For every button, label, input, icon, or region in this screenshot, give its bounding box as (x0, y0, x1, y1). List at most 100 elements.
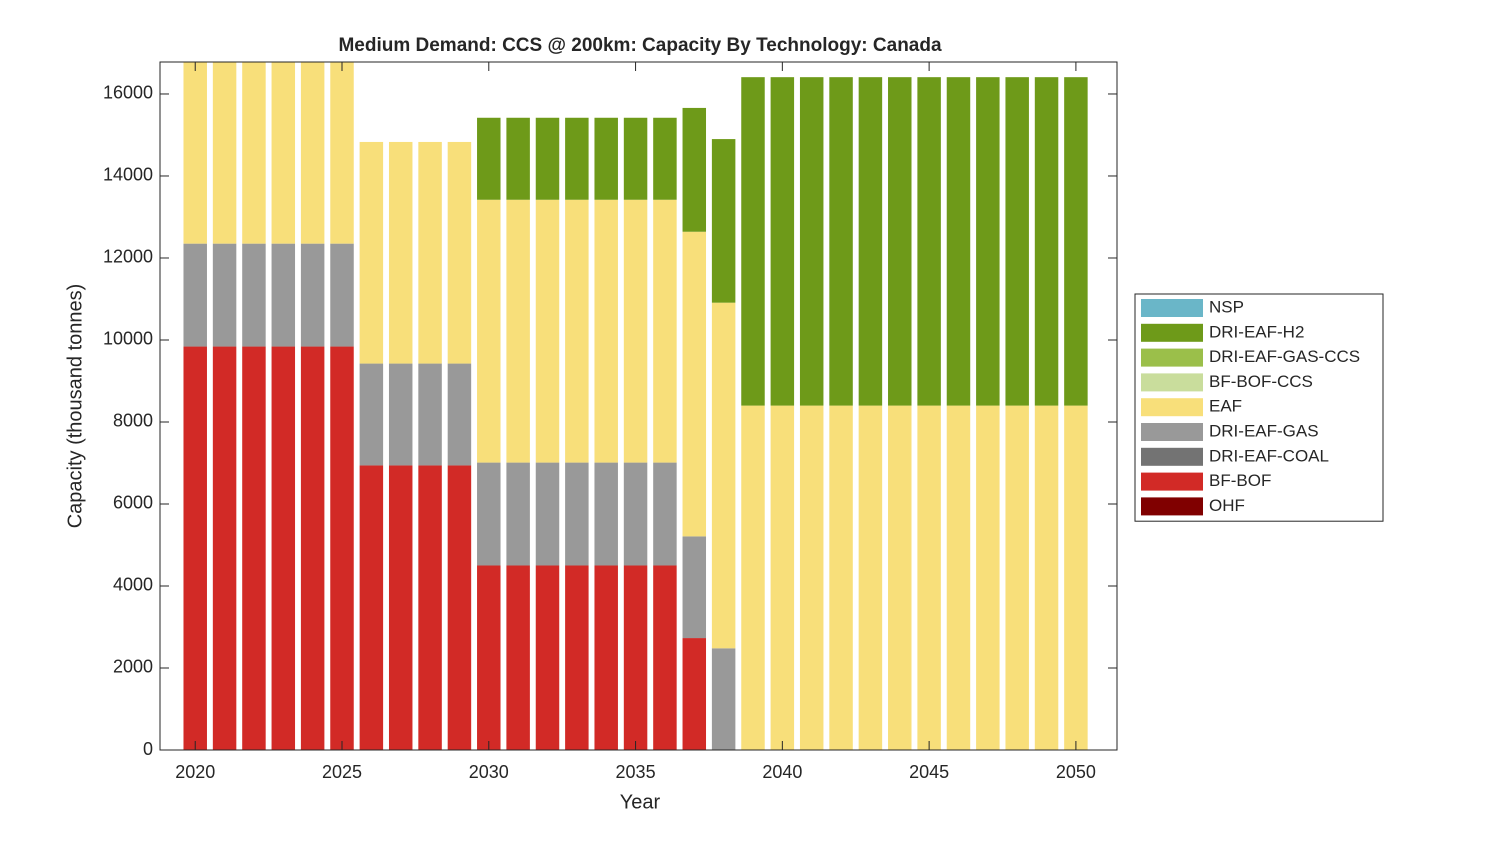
y-tick-label: 12000 (103, 247, 153, 267)
bar-segment (594, 199, 618, 463)
bar-segment (888, 77, 912, 406)
bar-segment (477, 199, 501, 463)
bar-segment (535, 199, 560, 463)
legend-swatch (1141, 423, 1203, 441)
legend-label: OHF (1209, 496, 1245, 515)
bar-segment (858, 405, 883, 750)
bar-segment (741, 405, 765, 750)
bar-segment (565, 117, 589, 200)
bar-segment (506, 117, 530, 200)
bar-segment (271, 62, 296, 244)
bar-segment (418, 465, 442, 750)
bar-segment (388, 363, 413, 466)
bar-segment (799, 405, 824, 750)
bar-segment (623, 565, 648, 750)
bar-segment (183, 346, 207, 750)
bar-segment (1005, 77, 1029, 406)
legend-swatch (1141, 299, 1203, 317)
x-axis-label: Year (620, 791, 661, 813)
bar-segment (1064, 405, 1088, 750)
bar-segment (682, 231, 707, 537)
bar-segment (653, 199, 677, 463)
y-tick-label: 0 (143, 739, 153, 759)
legend-swatch (1141, 348, 1203, 367)
legend-label: DRI-EAF-H2 (1209, 322, 1304, 341)
legend-swatch (1141, 447, 1203, 466)
bar-segment (623, 199, 648, 463)
bar-segment (770, 77, 795, 406)
y-tick-label: 6000 (113, 493, 153, 513)
bar-segment (506, 199, 530, 463)
bar-segment (829, 77, 853, 406)
bar-segment (594, 117, 618, 200)
bar-segment (477, 462, 501, 566)
bar-segment (418, 363, 442, 466)
legend-label: EAF (1209, 397, 1242, 416)
legend-label: BF-BOF-CCS (1209, 372, 1313, 391)
bar-segment (565, 565, 589, 750)
bar-segment (565, 462, 589, 566)
legend-label: BF-BOF (1209, 471, 1271, 490)
bar-segment (447, 363, 472, 466)
bar-segment (388, 465, 413, 750)
bar-segment (1034, 77, 1059, 406)
bar-segment (976, 405, 1000, 750)
bar-segment (535, 462, 560, 566)
x-tick-label: 2035 (616, 762, 656, 782)
legend: NSP DRI-EAF-H2 DRI-EAF-GAS-CCS BF-BOF-CCS EA… (1134, 293, 1384, 522)
legend-label: DRI-EAF-GAS (1209, 421, 1319, 440)
bar-segment (535, 565, 560, 750)
bar-segment (565, 199, 589, 463)
bar-segment (300, 346, 325, 750)
bar-segment (682, 638, 707, 750)
bar-segment (946, 77, 971, 406)
x-tick-label: 2050 (1056, 762, 1096, 782)
legend-swatch (1141, 497, 1203, 516)
bar-segment (653, 462, 677, 566)
bar-segment (653, 117, 677, 200)
legend-label: DRI-EAF-COAL (1209, 446, 1329, 465)
legend-swatch (1141, 323, 1203, 342)
bar-segment (271, 346, 296, 750)
x-tick-label: 2045 (909, 762, 949, 782)
bars (183, 62, 1088, 750)
bar-segment (594, 462, 618, 566)
bar-segment (799, 77, 824, 406)
y-tick-label: 4000 (113, 575, 153, 595)
bar-segment (477, 565, 501, 750)
x-tick-label: 2040 (762, 762, 802, 782)
axes: 0 2000 4000 6000 8000 10000 12000 14000 16000 202… (103, 61, 1118, 782)
x-tick-label: 2025 (322, 762, 362, 782)
bar-segment (212, 346, 237, 750)
bar-segment (711, 139, 736, 303)
bar-segment (770, 405, 795, 750)
chart-title: Medium Demand: CCS @ 200km: Capacity By … (338, 35, 942, 56)
bar-segment (330, 243, 354, 347)
bar-segment (242, 62, 266, 244)
bar-segment (888, 405, 912, 750)
bar-segment (976, 77, 1000, 406)
bar-segment (271, 243, 296, 347)
bar-segment (711, 648, 736, 750)
bar-segment (447, 141, 472, 364)
bar-segment (300, 62, 325, 244)
bar-segment (300, 243, 325, 347)
bar-segment (359, 141, 384, 364)
bar-segment (653, 565, 677, 750)
bar-segment (1034, 405, 1059, 750)
y-tick-label: 2000 (113, 657, 153, 677)
bar-segment (829, 405, 853, 750)
bar-segment (623, 117, 648, 200)
bar-segment (858, 77, 883, 406)
bar-segment (682, 107, 707, 232)
bar-segment (506, 565, 530, 750)
bar-segment (594, 565, 618, 750)
legend-swatch (1141, 373, 1203, 392)
y-tick-label: 10000 (103, 329, 153, 349)
x-tick-label: 2030 (469, 762, 509, 782)
y-axis-label: Capacity (thousand tonnes) (64, 284, 86, 529)
bar-segment (359, 363, 384, 466)
legend-label: DRI-EAF-GAS-CCS (1209, 347, 1360, 366)
bar-segment (623, 462, 648, 566)
